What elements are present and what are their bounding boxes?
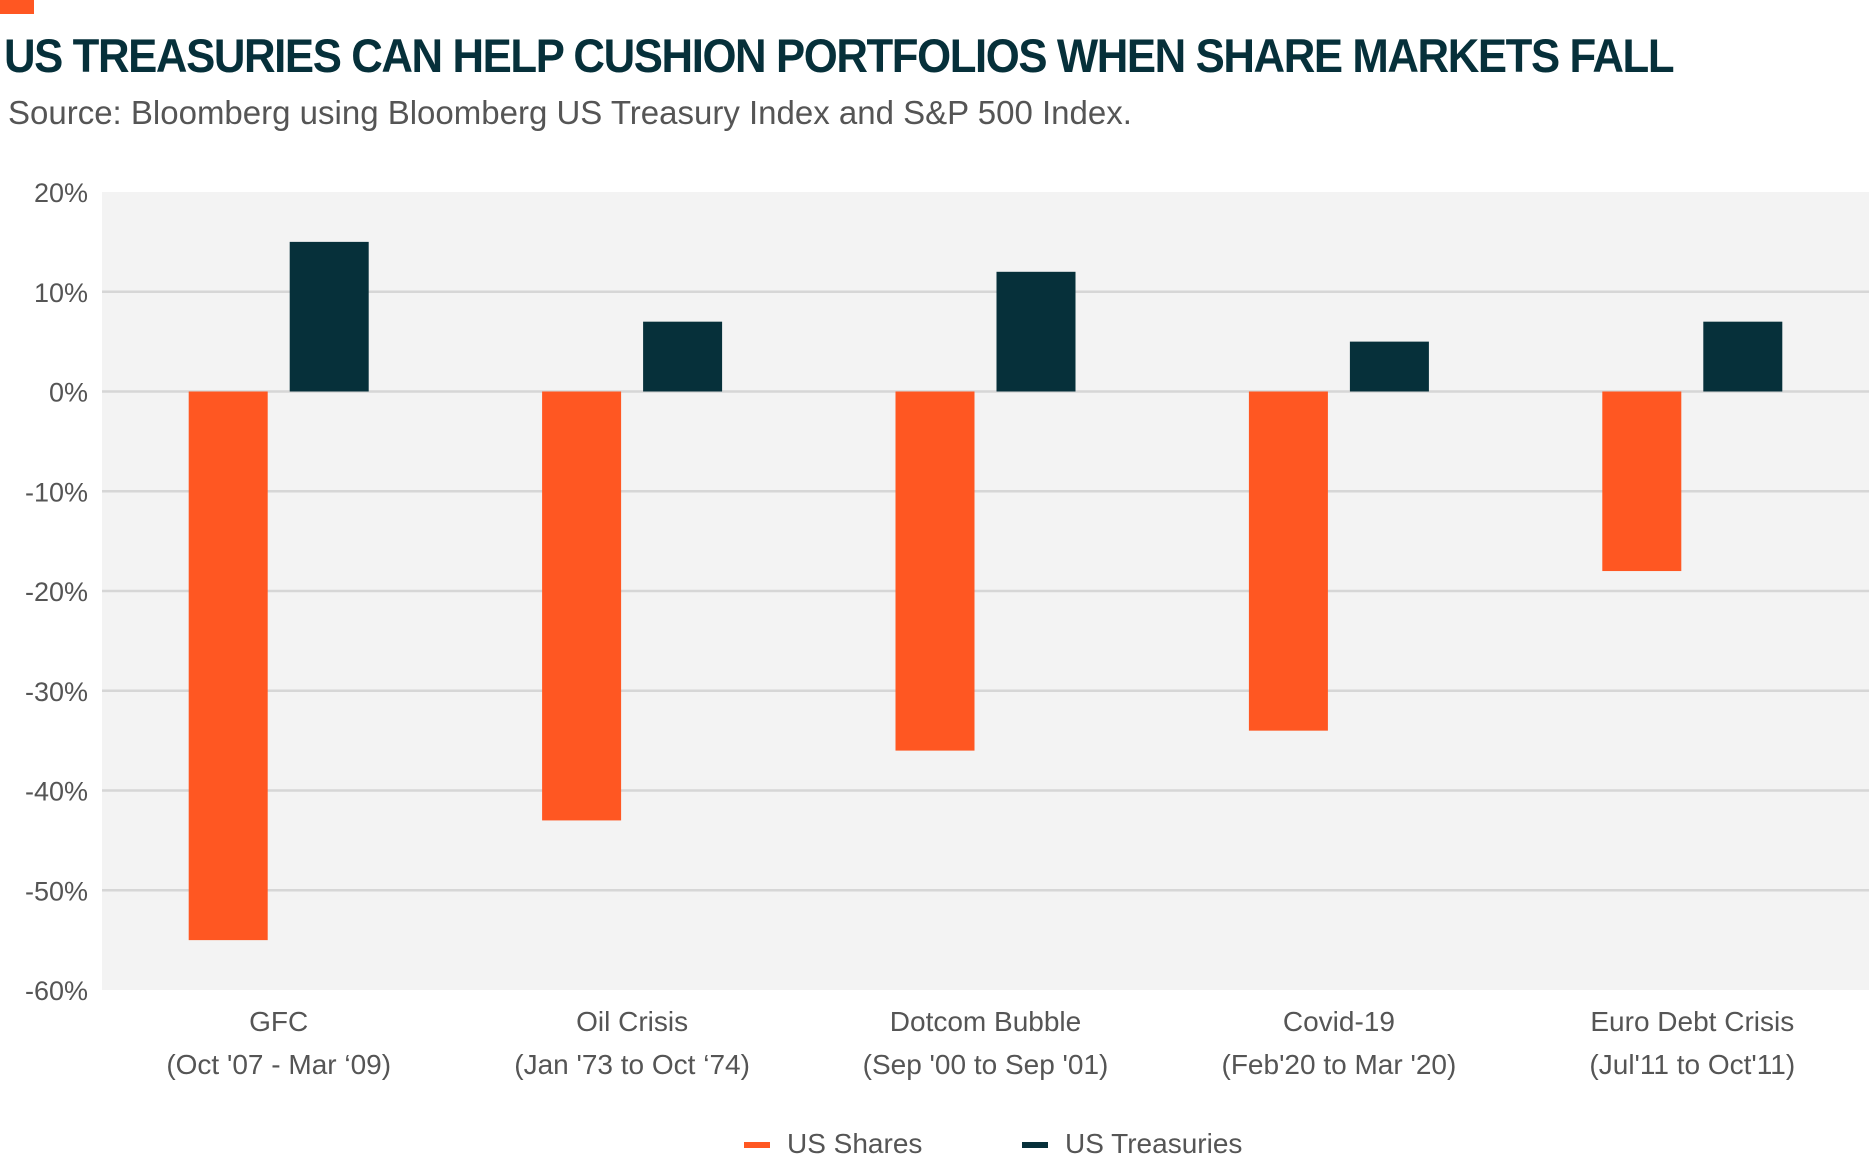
bar-us-treasuries (643, 321, 723, 392)
legend-label: US Treasuries (1065, 1128, 1242, 1159)
x-category-label: Dotcom Bubble (890, 1006, 1081, 1037)
x-category-label: Euro Debt Crisis (1590, 1006, 1794, 1037)
x-category-label: Oil Crisis (576, 1006, 688, 1037)
accent-bar (0, 0, 34, 14)
legend-label: US Shares (787, 1128, 922, 1159)
x-category-label: Covid-19 (1283, 1006, 1395, 1037)
bar-us-shares (1602, 391, 1682, 572)
x-category-sublabel: (Jan '73 to Oct ‘74) (514, 1049, 750, 1080)
y-tick-label: -30% (25, 677, 88, 707)
bar-us-shares (188, 391, 268, 941)
bar-us-shares (895, 391, 975, 751)
bar-us-treasuries (289, 241, 369, 392)
chart-subtitle: Source: Bloomberg using Bloomberg US Tre… (8, 94, 1132, 131)
bar-us-shares (1248, 391, 1328, 731)
y-tick-label: -50% (25, 876, 88, 906)
y-tick-label: -40% (25, 777, 88, 807)
x-category-sublabel: (Jul'11 to Oct'11) (1589, 1049, 1795, 1080)
bar-us-shares (542, 391, 622, 821)
bar-us-treasuries (1349, 341, 1429, 392)
bar-us-treasuries (996, 271, 1076, 392)
y-tick-label: -10% (25, 477, 88, 507)
bar-us-treasuries (1703, 321, 1783, 392)
legend-swatch (744, 1142, 770, 1148)
x-category-sublabel: (Sep '00 to Sep '01) (863, 1049, 1109, 1080)
y-tick-label: 10% (34, 278, 88, 308)
y-tick-label: -60% (25, 976, 88, 1006)
x-category-sublabel: (Oct '07 - Mar ‘09) (166, 1049, 391, 1080)
y-tick-label: 0% (49, 378, 88, 408)
x-category-label: GFC (249, 1006, 308, 1037)
x-category-sublabel: (Feb'20 to Mar '20) (1222, 1049, 1457, 1080)
chart-title: US TREASURIES CAN HELP CUSHION PORTFOLIO… (4, 29, 1675, 82)
y-tick-label: -20% (25, 577, 88, 607)
legend-swatch (1022, 1142, 1048, 1148)
y-tick-label: 20% (34, 178, 88, 208)
